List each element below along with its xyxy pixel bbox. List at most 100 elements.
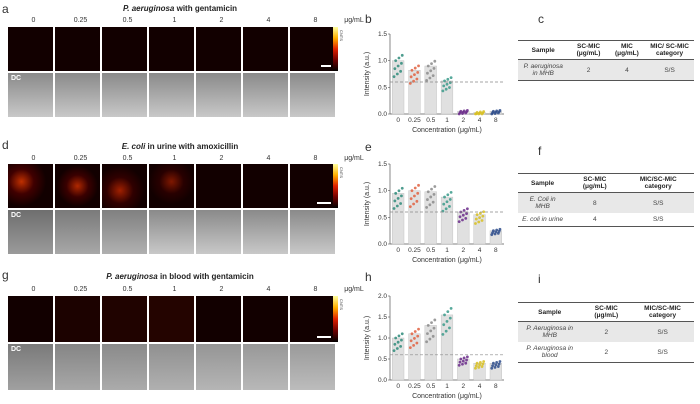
panel-title-g: P. aeruginosa in blood with gentamicin	[106, 272, 254, 281]
panel-label-g: g	[2, 268, 9, 282]
data-point	[442, 84, 446, 88]
data-point	[409, 75, 413, 79]
data-point	[400, 332, 404, 336]
data-point	[443, 195, 446, 199]
data-point	[445, 82, 449, 86]
data-point	[430, 321, 433, 325]
data-point	[461, 218, 464, 222]
data-point	[394, 191, 398, 195]
dc-tile	[55, 344, 100, 390]
data-point	[445, 200, 449, 204]
data-point	[448, 198, 452, 201]
fluo-tile	[290, 164, 335, 208]
data-point	[417, 64, 420, 68]
data-point	[446, 310, 450, 314]
data-point	[441, 89, 445, 93]
y-tick-label: 1.5	[378, 161, 387, 168]
data-point	[442, 202, 446, 206]
concentration-labels-d: 0 0.25 0.5 1 2 4 8 μg/mL	[31, 155, 364, 162]
table-f: Sample SC-MIC (μg/mL) MIC/SC-MIC categor…	[518, 173, 694, 227]
table-row: E. coli in urine 4 S/S	[518, 213, 694, 227]
data-point	[416, 191, 420, 195]
data-point	[426, 190, 430, 194]
bar	[408, 70, 421, 115]
y-tick-label: 0.0	[378, 241, 387, 248]
data-point	[448, 81, 452, 84]
data-point	[462, 356, 466, 360]
data-point	[443, 79, 446, 83]
dc-tile	[243, 73, 288, 117]
data-point	[459, 357, 463, 361]
data-point	[481, 362, 485, 366]
data-point	[478, 360, 482, 364]
dc-tile	[290, 73, 335, 117]
fluo-tile	[102, 164, 147, 208]
data-point	[461, 362, 464, 366]
x-tick-label: 0.5	[426, 383, 435, 390]
colorbar-a	[333, 27, 338, 71]
x-tick-label: 0	[396, 247, 400, 254]
x-tick-label: 1	[445, 117, 449, 124]
data-point	[426, 71, 429, 75]
x-axis-label: Concentration (μg/mL)	[412, 257, 482, 264]
x-tick-label: 1	[445, 383, 449, 390]
data-point	[400, 61, 403, 65]
data-point	[431, 74, 435, 77]
data-point	[459, 109, 463, 113]
panel-label-d: d	[2, 138, 9, 152]
data-point	[426, 198, 429, 201]
table-header: MIC/SC-MIC category	[622, 173, 694, 193]
dc-tile	[102, 210, 147, 254]
panel-title-d: E. coli in urine with amoxicillin	[121, 142, 239, 151]
bar	[392, 193, 405, 245]
x-tick-label: 2	[461, 383, 465, 390]
data-point	[428, 203, 432, 207]
data-point	[444, 329, 448, 333]
data-point	[395, 204, 399, 208]
dc-tile	[196, 210, 241, 254]
bar	[440, 314, 454, 381]
x-tick-label: 8	[494, 117, 498, 124]
bar	[440, 196, 454, 245]
scale-bar	[317, 336, 331, 338]
data-point	[477, 220, 481, 224]
dc-tile	[243, 344, 288, 390]
data-point	[417, 183, 420, 187]
colorbar-label-g: CNTS	[339, 299, 344, 310]
data-point	[477, 366, 481, 369]
data-point	[428, 76, 432, 80]
dc-tile	[290, 344, 335, 390]
x-tick-label: 0	[396, 117, 400, 124]
dc-tile	[196, 344, 241, 390]
data-point	[480, 219, 484, 222]
data-point	[416, 334, 420, 338]
data-point	[399, 69, 403, 73]
data-point	[432, 326, 436, 330]
x-tick-label: 0.5	[426, 247, 435, 254]
data-point	[413, 330, 417, 333]
data-point	[482, 360, 486, 363]
table-header: MIC/SC-MIC category	[631, 302, 694, 322]
y-tick-label: 0.0	[378, 111, 387, 118]
data-point	[465, 212, 468, 215]
table-row: E. Coli in MHB 8 S/S	[518, 192, 694, 213]
x-tick-label: 0.25	[408, 383, 421, 390]
data-point	[397, 189, 401, 193]
colorbar-label-d: CNTS	[339, 167, 344, 178]
y-axis-label: Intensity (a.u.)	[364, 316, 371, 360]
data-point	[395, 347, 399, 350]
data-point	[457, 363, 461, 367]
data-point	[415, 341, 419, 345]
data-point	[392, 207, 396, 210]
data-point	[498, 227, 502, 231]
data-point	[449, 306, 453, 310]
data-point	[498, 109, 502, 112]
data-point	[400, 338, 403, 342]
data-point	[482, 110, 486, 113]
y-tick-label: 0.5	[378, 356, 387, 363]
data-point	[449, 190, 453, 194]
dc-tile	[55, 210, 100, 254]
table-header: SC-MIC (μg/mL)	[568, 40, 609, 60]
bar	[424, 65, 437, 115]
panel-label-e: e	[365, 140, 372, 154]
